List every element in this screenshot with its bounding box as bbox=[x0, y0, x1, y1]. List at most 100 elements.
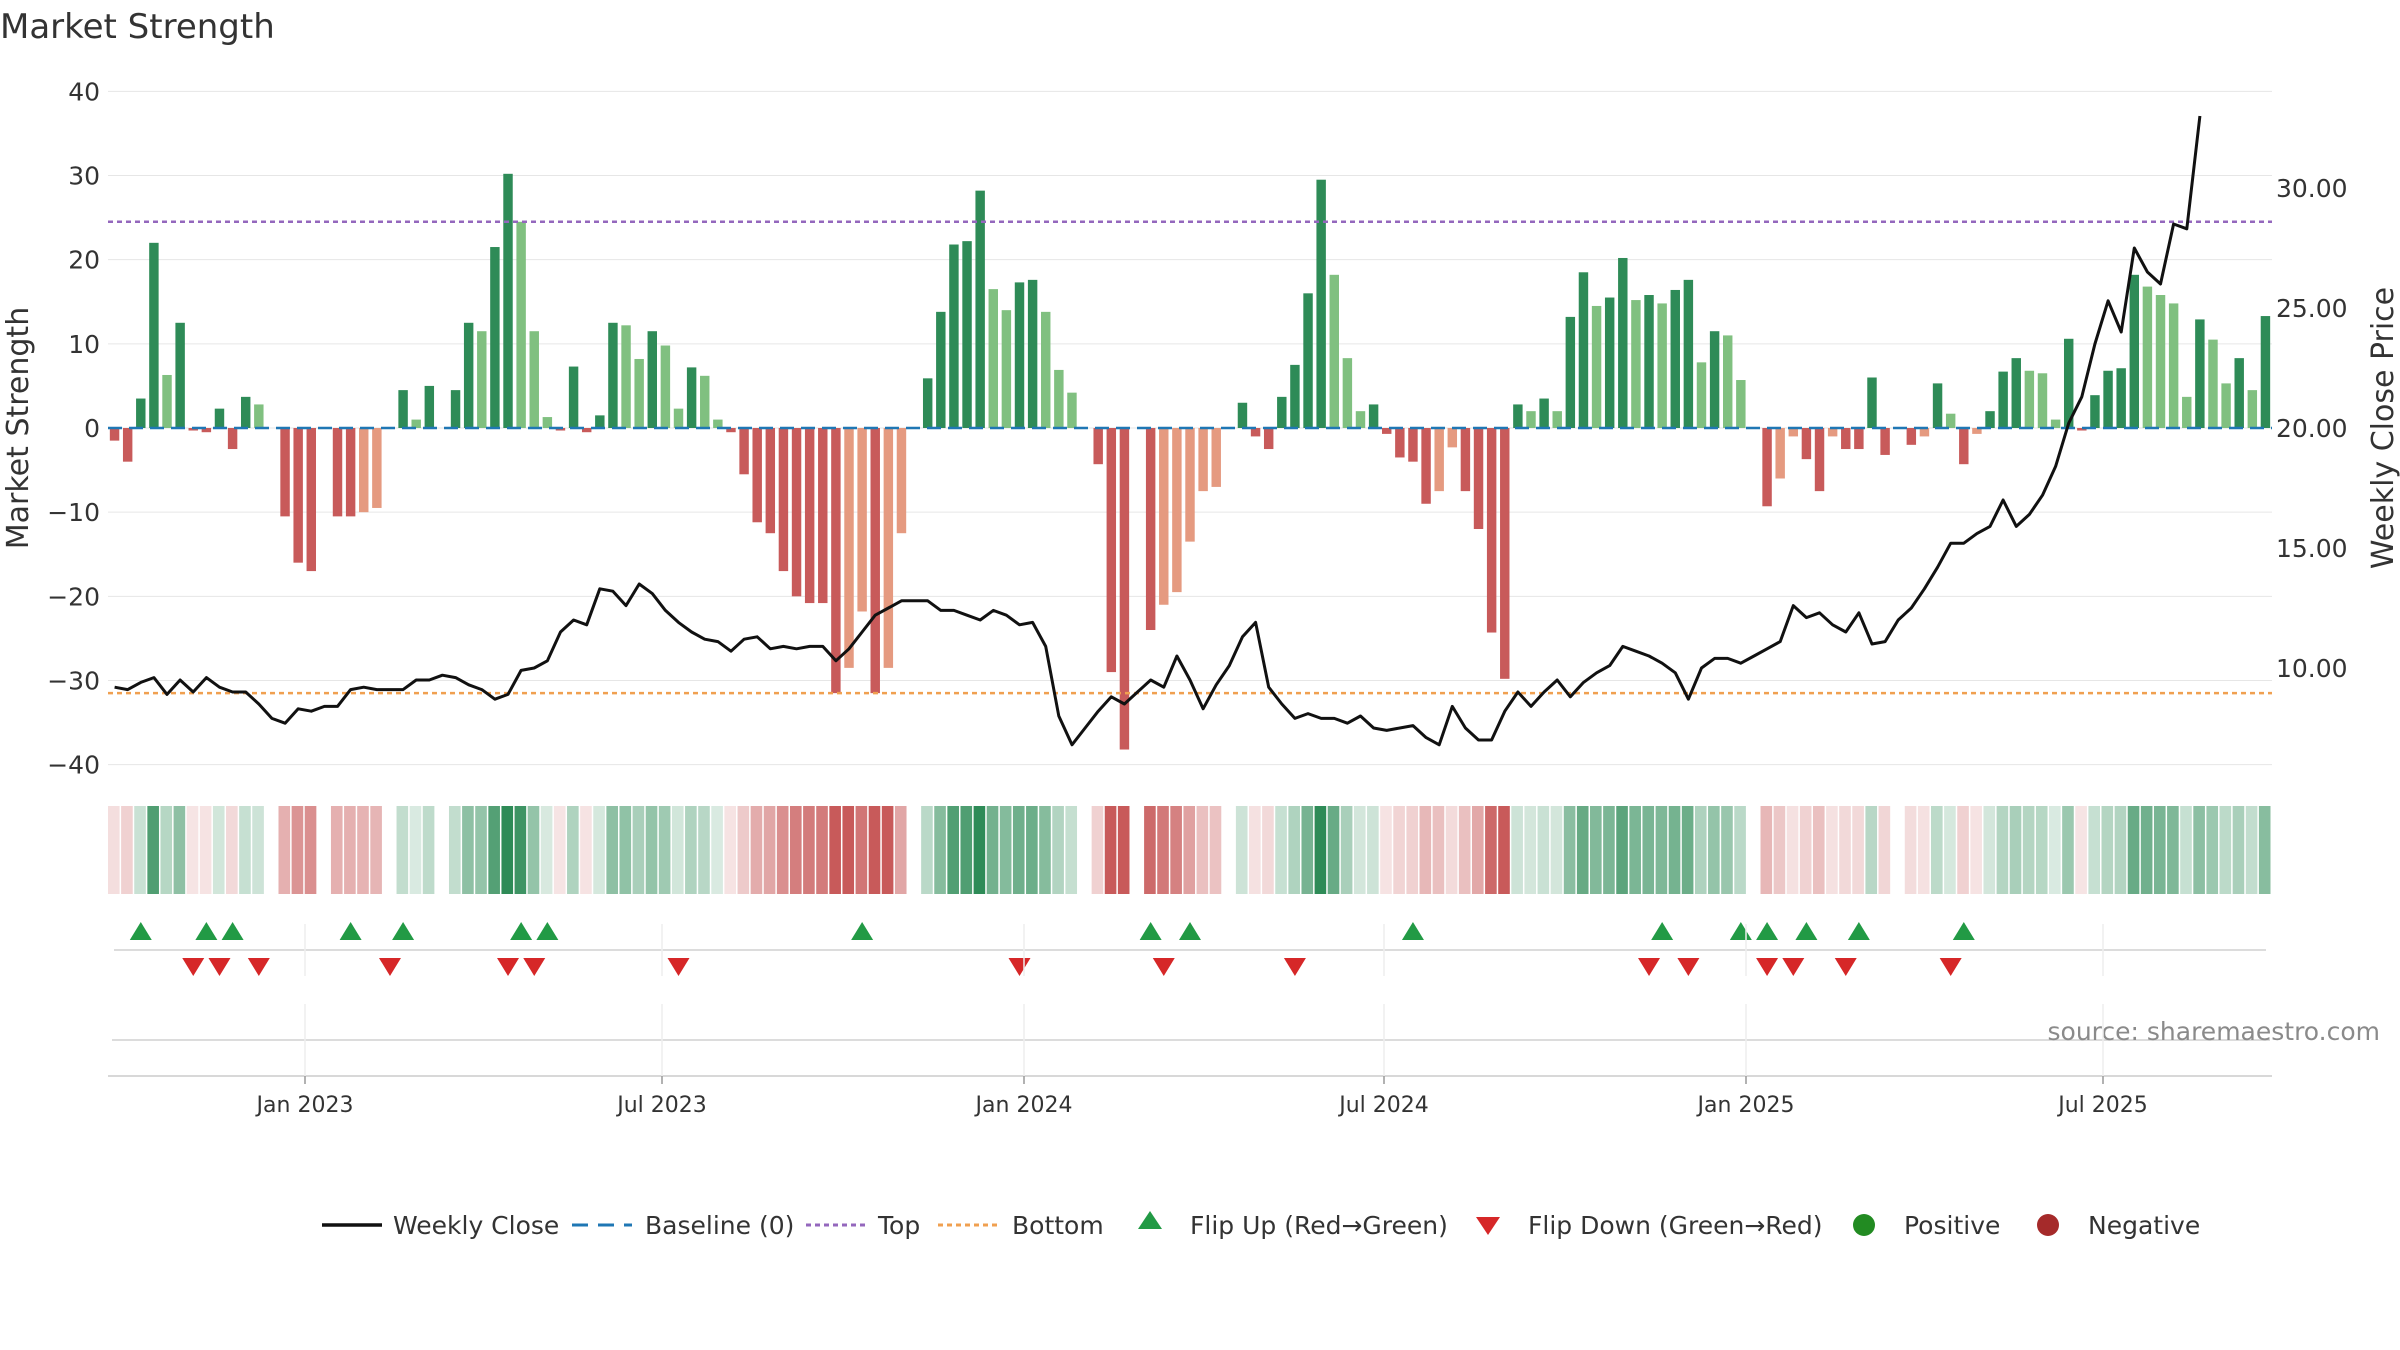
strength-bar bbox=[450, 390, 461, 428]
heat-cell bbox=[1235, 806, 1248, 894]
heat-cell bbox=[422, 806, 435, 894]
heat-cell bbox=[881, 806, 894, 894]
heat-cell bbox=[894, 806, 907, 894]
heat-cell bbox=[239, 806, 251, 894]
heat-cell bbox=[1839, 806, 1851, 894]
strength-bar bbox=[477, 331, 487, 428]
strength-bar bbox=[1985, 411, 1995, 428]
flip-up-marker bbox=[851, 922, 874, 940]
strength-bar bbox=[1277, 396, 1287, 428]
heat-cell bbox=[2167, 806, 2179, 894]
heat-cell bbox=[763, 806, 776, 894]
heat-cell bbox=[1852, 806, 1864, 894]
strength-bar bbox=[503, 173, 513, 428]
flip-up-marker bbox=[1795, 922, 1818, 940]
strength-bar bbox=[1382, 428, 1392, 434]
flip-down-marker bbox=[497, 958, 520, 976]
heat-cell bbox=[1721, 806, 1733, 894]
heat-cell bbox=[737, 806, 750, 894]
legend-item: Positive bbox=[1853, 1211, 2000, 1240]
heat-cell bbox=[2245, 806, 2258, 894]
heat-cell bbox=[1065, 806, 1078, 894]
heat-cell bbox=[829, 806, 841, 894]
heat-cell bbox=[1419, 806, 1432, 894]
strength-bar bbox=[1775, 428, 1785, 479]
heat-cell bbox=[999, 806, 1012, 894]
y-tick-label: −30 bbox=[47, 667, 100, 696]
strength-bar bbox=[647, 331, 658, 428]
heat-cell bbox=[1380, 806, 1392, 894]
strength-bar bbox=[1250, 428, 1261, 437]
heat-cell bbox=[1786, 806, 1799, 894]
x-tick-label: Jan 2023 bbox=[255, 1093, 354, 1118]
heat-cell bbox=[658, 806, 671, 894]
strength-bar bbox=[122, 428, 133, 462]
strength-bar bbox=[188, 428, 198, 431]
flip-up-marker bbox=[1179, 922, 1201, 940]
heat-cell bbox=[1170, 806, 1182, 894]
strength-bar bbox=[988, 289, 998, 428]
strength-bar bbox=[1198, 428, 1208, 492]
strength-bar bbox=[2129, 274, 2140, 428]
strength-bar bbox=[227, 428, 238, 450]
heat-cell bbox=[2049, 806, 2061, 894]
heat-cell bbox=[1327, 806, 1340, 894]
heat-cell bbox=[2101, 806, 2114, 894]
heat-cell bbox=[842, 806, 855, 894]
heat-cell bbox=[1917, 806, 1930, 894]
strength-bar bbox=[857, 428, 867, 612]
heat-cell bbox=[344, 806, 356, 894]
strength-bar bbox=[516, 221, 526, 428]
flip-up-marker bbox=[221, 922, 244, 940]
heat-cell bbox=[1865, 806, 1878, 894]
heat-cell bbox=[488, 806, 500, 894]
heat-cell bbox=[986, 806, 999, 894]
heat-cell bbox=[252, 806, 264, 894]
strength-bar bbox=[529, 331, 539, 428]
strength-bar bbox=[1447, 428, 1458, 448]
heat-cell bbox=[1681, 806, 1694, 894]
heat-cell bbox=[1012, 806, 1025, 894]
strength-bar bbox=[831, 428, 841, 694]
heat-cell bbox=[2009, 806, 2022, 894]
heat-cell bbox=[1616, 806, 1628, 894]
strength-bar bbox=[1486, 428, 1497, 633]
heat-cell bbox=[1931, 806, 1943, 894]
strength-bar bbox=[922, 378, 933, 428]
heat-cell bbox=[1668, 806, 1681, 894]
strength-bar bbox=[1762, 428, 1772, 507]
strength-bar bbox=[280, 428, 290, 517]
legend-item: Negative bbox=[2037, 1211, 2200, 1240]
strength-bar bbox=[1119, 428, 1130, 750]
weekly-close-series bbox=[114, 115, 2202, 747]
strength-bar bbox=[1014, 282, 1025, 428]
strength-bar bbox=[1355, 411, 1366, 428]
heat-cell bbox=[606, 806, 618, 894]
heat-cell bbox=[645, 806, 658, 894]
strength-bar bbox=[398, 390, 408, 428]
heat-cell bbox=[593, 806, 605, 894]
strength-bar bbox=[1604, 297, 1615, 428]
strength-bar bbox=[201, 428, 212, 433]
strength-bar bbox=[1526, 411, 1536, 428]
heat-cell bbox=[1760, 806, 1773, 894]
strength-bar bbox=[1408, 428, 1418, 462]
heat-cell bbox=[789, 806, 802, 894]
heat-cell bbox=[1629, 806, 1641, 894]
strength-bar bbox=[608, 322, 618, 428]
strength-bar bbox=[700, 375, 710, 428]
flip-down-marker bbox=[182, 958, 205, 976]
strength-bar bbox=[2260, 316, 2271, 428]
weekly-close-line bbox=[114, 115, 2202, 747]
strength-bar bbox=[1027, 279, 1038, 428]
strength-bar bbox=[2155, 295, 2166, 428]
heat-cell bbox=[1799, 806, 1812, 894]
heat-cell bbox=[685, 806, 697, 894]
heat-cell bbox=[567, 806, 579, 894]
flip-down-marker bbox=[1152, 958, 1175, 976]
strength-bar bbox=[2090, 395, 2100, 428]
strength-bar bbox=[1067, 392, 1077, 428]
strength-bar bbox=[778, 428, 789, 572]
strength-bar bbox=[1867, 377, 1877, 428]
strength-bar bbox=[2234, 358, 2244, 428]
